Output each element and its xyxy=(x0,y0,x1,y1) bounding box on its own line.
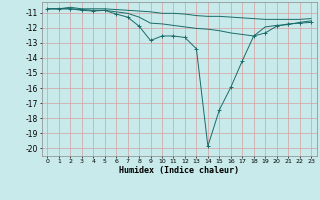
X-axis label: Humidex (Indice chaleur): Humidex (Indice chaleur) xyxy=(119,166,239,175)
